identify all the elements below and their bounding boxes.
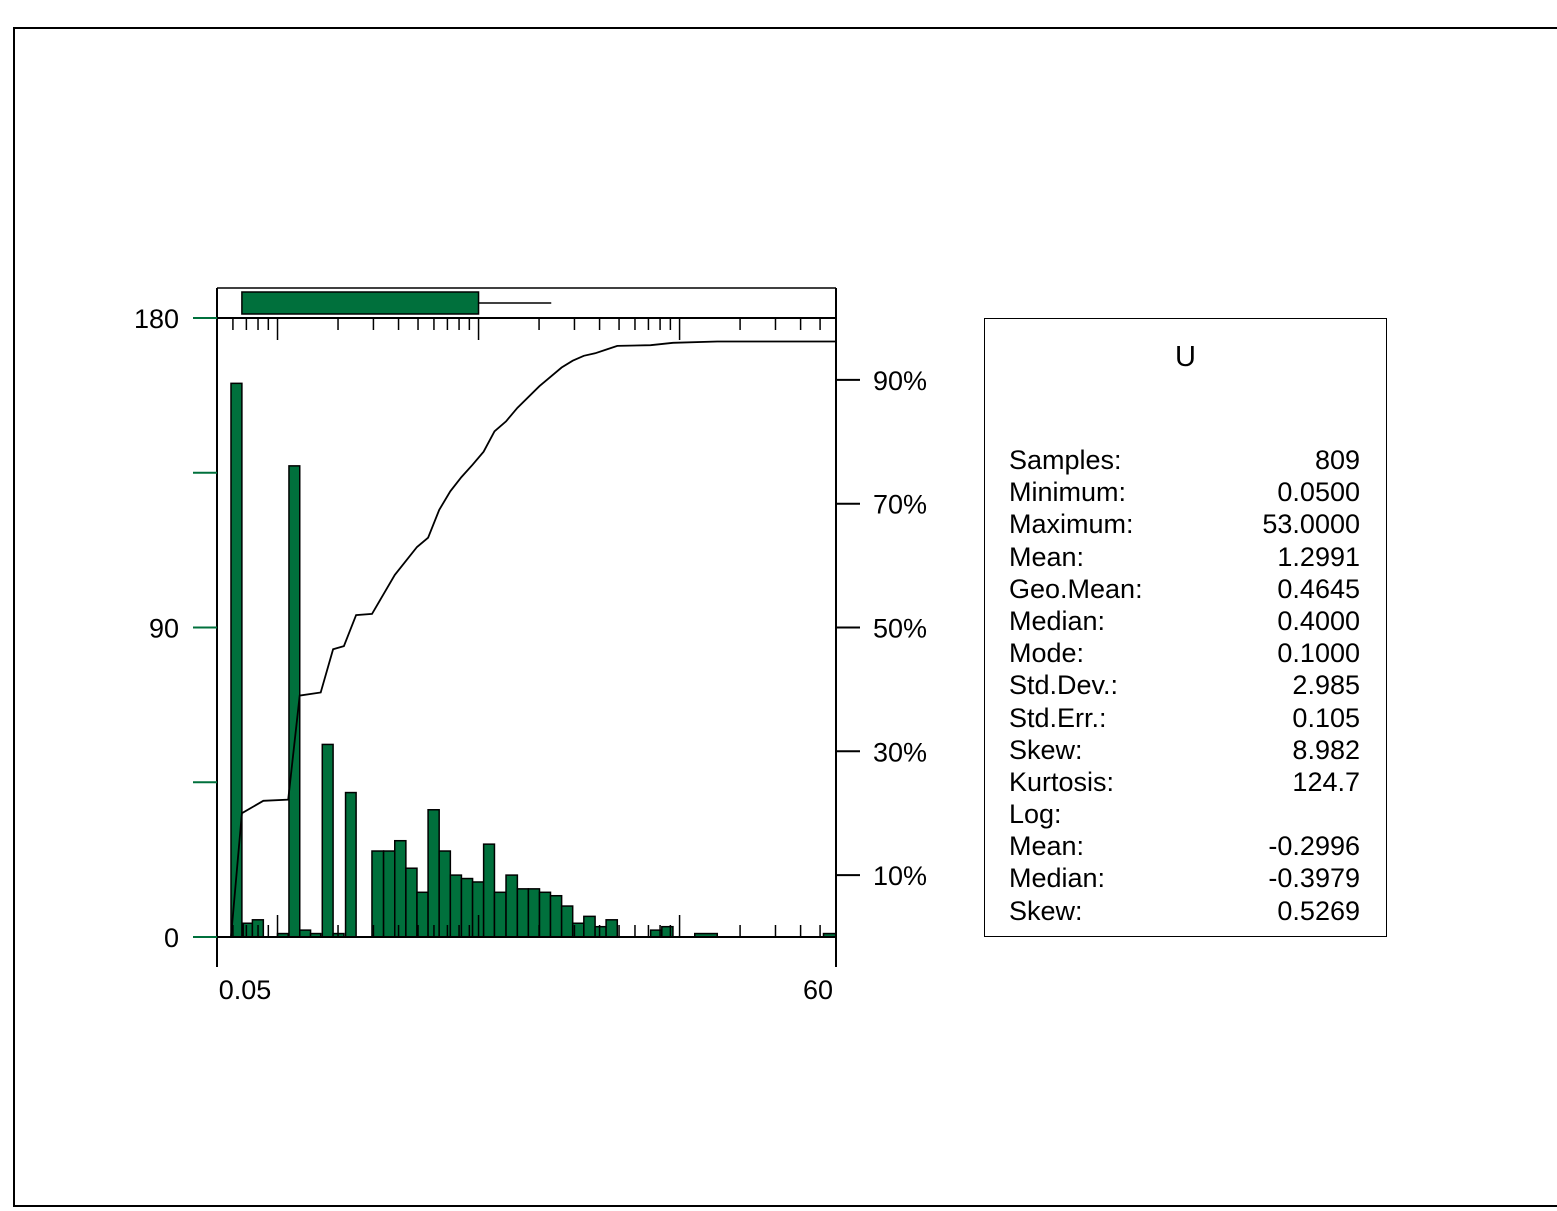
y2-tick-label: 70% <box>873 490 927 520</box>
histogram-bar <box>344 791 357 938</box>
cumulative-line <box>230 340 836 938</box>
histogram-bar <box>438 850 452 938</box>
histogram-bar <box>605 919 619 938</box>
histogram-bar <box>482 843 496 938</box>
page-frame <box>13 27 1557 1207</box>
histogram-bar <box>516 888 530 938</box>
stat-value: 8.982 <box>1292 734 1360 765</box>
histogram-bar <box>298 929 312 938</box>
stat-value: 0.0500 <box>1277 477 1360 508</box>
stat-value: 809 <box>1314 445 1360 475</box>
histogram-bar <box>493 891 507 938</box>
histogram-bar <box>394 839 407 938</box>
y-tick-label: 0 <box>164 923 179 953</box>
stat-label: Median: <box>1009 605 1106 636</box>
boxplot-box <box>241 291 480 315</box>
stat-label: Median: <box>1009 863 1106 894</box>
stat-value: -0.2996 <box>1268 831 1360 862</box>
stat-label: Mean: <box>1009 831 1085 862</box>
stat-row: Mean: -0.2996 <box>1009 830 1360 862</box>
histogram-bar <box>560 905 574 938</box>
labels-layer: 0 90 180 10% 30% 50% 70% 90% 0.05 60 <box>134 304 927 1005</box>
y-tick-label: 90 <box>149 614 179 644</box>
stat-label: Kurtosis: <box>1009 766 1115 797</box>
histogram-bar <box>382 850 396 938</box>
stat-label: Skew: <box>1009 895 1083 926</box>
stats-title: U <box>1175 341 1196 373</box>
histogram-bar <box>661 925 674 938</box>
stat-value: 0.105 <box>1292 702 1360 733</box>
stat-value: 0.1000 <box>1277 638 1360 669</box>
stat-row: Mode: 0.1000 <box>1009 637 1360 669</box>
stat-row: Log: <box>1009 798 1360 830</box>
histogram-bar <box>321 743 334 938</box>
stat-row: Std.Err.: 0.105 <box>1009 702 1360 734</box>
histogram-bar <box>505 874 519 938</box>
stat-value: 0.4645 <box>1277 573 1360 604</box>
bars-layer <box>230 382 837 938</box>
stat-label: Mode: <box>1009 638 1085 669</box>
histogram-bar <box>549 894 563 938</box>
y2-tick-label: 30% <box>873 737 927 767</box>
stat-row: Maximum: 53.0000 <box>1009 508 1360 540</box>
stats-rows: Samples: 809 Minimum: 0.0500 Maximum: 53.0000… <box>1009 444 1360 927</box>
histogram-bar <box>427 809 440 938</box>
y2-tick-label: 10% <box>873 861 927 891</box>
y-tick-label: 180 <box>134 304 179 334</box>
stat-row: Minimum: 0.0500 <box>1009 476 1360 508</box>
stat-value: 0.5269 <box>1277 895 1360 926</box>
stat-row: Median: -0.3979 <box>1009 862 1360 894</box>
stat-label: Minimum: <box>1009 477 1127 508</box>
x-tick-label: 0.05 <box>219 975 272 1005</box>
histogram-bar <box>527 888 541 938</box>
stat-label: Std.Err.: <box>1009 702 1107 733</box>
y2-tick-label: 50% <box>873 614 927 644</box>
stat-label: Std.Dev.: <box>1009 670 1119 701</box>
histogram-bar <box>594 925 607 938</box>
stat-label: Maximum: <box>1009 509 1134 540</box>
axes-layer <box>193 287 860 967</box>
stat-row: Samples: 809 <box>1009 444 1360 476</box>
stat-value: -0.3979 <box>1268 863 1360 894</box>
stat-row: Geo.Mean: 0.4645 <box>1009 573 1360 605</box>
histogram-bar <box>371 850 385 938</box>
histogram-bar <box>583 915 596 938</box>
histogram-bar <box>288 465 301 938</box>
stat-value: 124.7 <box>1292 766 1360 797</box>
histogram-bar <box>242 922 254 938</box>
stat-value: 2.985 <box>1292 670 1360 701</box>
stat-row: Kurtosis: 124.7 <box>1009 766 1360 798</box>
cumulative-line-layer <box>230 340 836 938</box>
stat-row: Mean: 1.2991 <box>1009 541 1360 573</box>
stat-row: Std.Dev.: 2.985 <box>1009 669 1360 701</box>
stat-value: 1.2991 <box>1277 541 1360 572</box>
histogram-bar <box>460 877 474 938</box>
stat-value: 53.0000 <box>1262 509 1360 540</box>
stat-label: Geo.Mean: <box>1009 573 1143 604</box>
stat-label: Skew: <box>1009 734 1083 765</box>
histogram-bar <box>538 891 552 938</box>
stat-label: Log: <box>1009 799 1062 830</box>
stat-label: Mean: <box>1009 541 1085 572</box>
stat-row: Median: 0.4000 <box>1009 605 1360 637</box>
boxplot-layer <box>241 291 552 315</box>
histogram-bar <box>230 382 243 938</box>
stat-label: Samples: <box>1009 445 1122 475</box>
histogram-bar <box>405 867 418 938</box>
stat-value: 0.4000 <box>1277 605 1360 636</box>
stat-row: Skew: 8.982 <box>1009 734 1360 766</box>
y2-tick-label: 90% <box>873 366 927 396</box>
x-tick-label: 60 <box>803 975 833 1005</box>
statistics-panel: U Samples: 809 Minimum: 0.0500 Maximum: 53.00… <box>984 318 1387 937</box>
stat-row: Skew: 0.5269 <box>1009 895 1360 927</box>
